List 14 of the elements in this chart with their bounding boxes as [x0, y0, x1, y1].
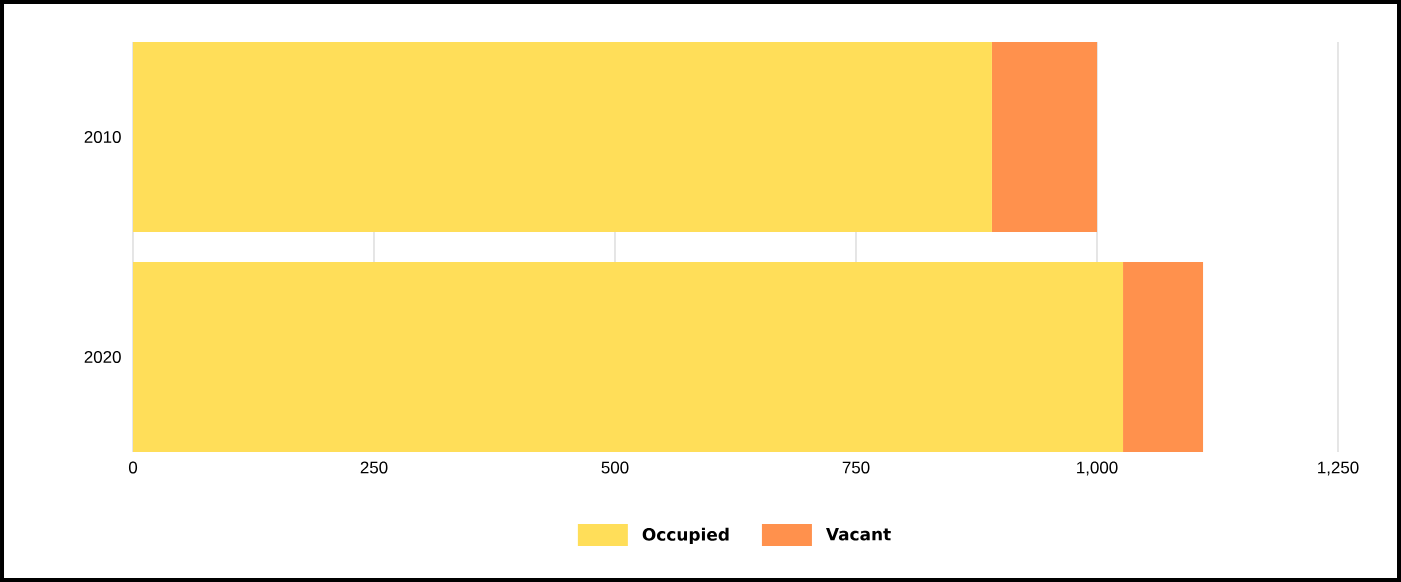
- bar: [991, 41, 1098, 232]
- y-tick-label: 2010: [84, 130, 121, 143]
- y-tick-label: 2020: [84, 350, 121, 363]
- x-tick-label: 250: [360, 461, 388, 474]
- x-tick-label: 1,000: [1077, 461, 1118, 476]
- legend-label: Occupied: [642, 527, 729, 545]
- bar: [133, 41, 992, 232]
- bar: [1123, 261, 1204, 452]
- x-tick-label: 500: [601, 461, 629, 474]
- bar: [133, 261, 1124, 452]
- legend-label: Vacant: [826, 527, 891, 541]
- x-tick-label: 0: [128, 461, 138, 474]
- x-tick-label: 1,250: [1318, 461, 1359, 476]
- x-tick-label: 750: [842, 461, 870, 474]
